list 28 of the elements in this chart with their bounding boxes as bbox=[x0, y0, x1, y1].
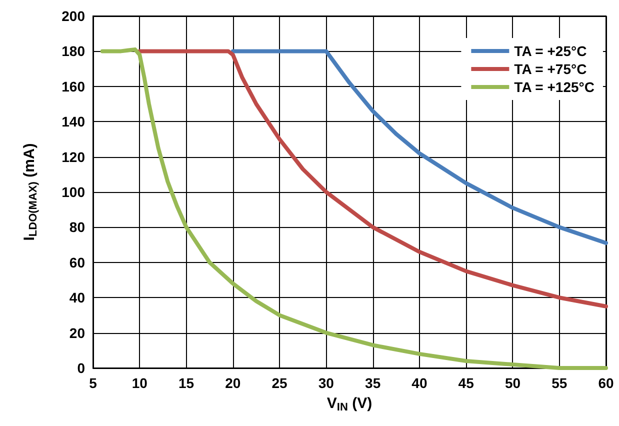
legend-label: TA = +125°C bbox=[514, 79, 594, 95]
x-tick-label: 35 bbox=[365, 375, 381, 391]
y-tick-label: 0 bbox=[77, 360, 86, 376]
y-tick-label: 80 bbox=[69, 219, 86, 236]
x-tick-label: 40 bbox=[412, 375, 428, 391]
x-tick-label: 15 bbox=[178, 375, 194, 391]
x-tick-label: 55 bbox=[552, 375, 568, 391]
x-tick-label: 60 bbox=[598, 375, 614, 391]
y-tick-label: 60 bbox=[69, 254, 86, 270]
y-tick-label: 120 bbox=[62, 148, 86, 165]
x-tick-label: 20 bbox=[225, 375, 241, 391]
legend-label: TA = +25°C bbox=[514, 43, 587, 59]
legend-label: TA = +75°C bbox=[514, 61, 587, 77]
y-tick-label: 180 bbox=[62, 43, 86, 60]
x-tick-label: 50 bbox=[504, 375, 521, 391]
x-tick-label: 5 bbox=[89, 375, 98, 391]
x-tick-label: 45 bbox=[458, 375, 474, 391]
x-tick-label: 10 bbox=[132, 375, 148, 391]
line-series bbox=[100, 47, 608, 370]
y-tick-label: 200 bbox=[62, 8, 86, 24]
y-tick-label: 140 bbox=[62, 114, 86, 130]
y-tick-label: 40 bbox=[69, 290, 86, 306]
y-tick-label: 20 bbox=[69, 324, 86, 341]
y-tick-label: 100 bbox=[62, 184, 86, 200]
x-tick-label: 30 bbox=[318, 375, 334, 391]
y-axis-title: ILDO(MAX) (mA) bbox=[21, 143, 40, 241]
x-tick-label: 25 bbox=[272, 375, 288, 391]
y-tick-label: 160 bbox=[62, 78, 86, 94]
